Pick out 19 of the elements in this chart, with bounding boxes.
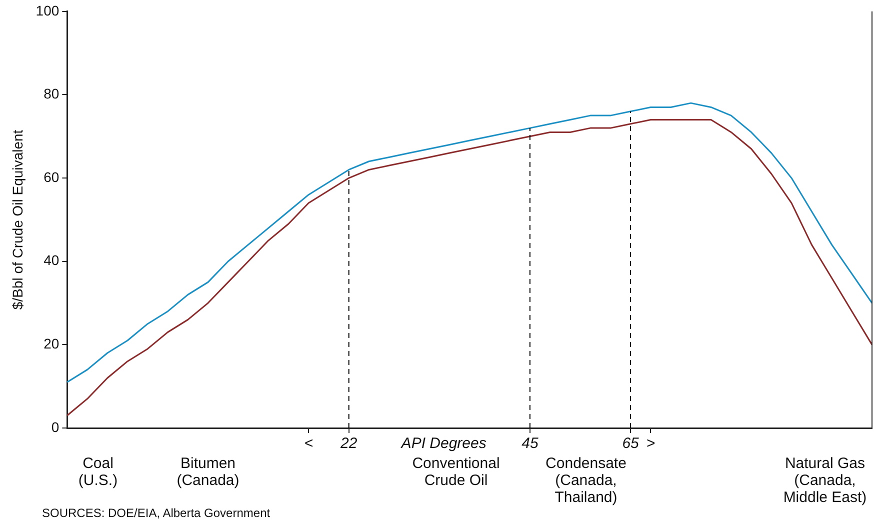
source-note: SOURCES: DOE/EIA, Alberta Government bbox=[42, 506, 270, 520]
x-tick-label: 22 bbox=[340, 435, 358, 452]
y-axis-title: $/Bbl of Crude Oil Equivalent bbox=[9, 130, 26, 310]
y-tick-label: 0 bbox=[51, 418, 60, 435]
y-tick-label: 40 bbox=[44, 252, 60, 268]
x-axis-title: API Degrees bbox=[400, 435, 487, 452]
y-tick-label: 100 bbox=[36, 2, 60, 18]
text: Natural Gas (Canada, Middle East) bbox=[782, 455, 868, 506]
x-tick-label: > bbox=[646, 435, 656, 452]
text: Conventional Crude Oil bbox=[411, 455, 501, 489]
x-tick-label: < bbox=[304, 435, 314, 452]
text: Coal (U.S.) bbox=[77, 455, 119, 489]
y-tick-label: 20 bbox=[44, 336, 60, 352]
x-tick-label: 65 bbox=[622, 435, 640, 452]
x-tick-label: 45 bbox=[522, 435, 539, 452]
y-tick-label: 60 bbox=[44, 168, 60, 185]
text: Condensate (Canada, Thailand) bbox=[544, 455, 628, 506]
text: Bitumen (Canada) bbox=[176, 455, 240, 489]
y-tick-label: 80 bbox=[44, 86, 60, 102]
